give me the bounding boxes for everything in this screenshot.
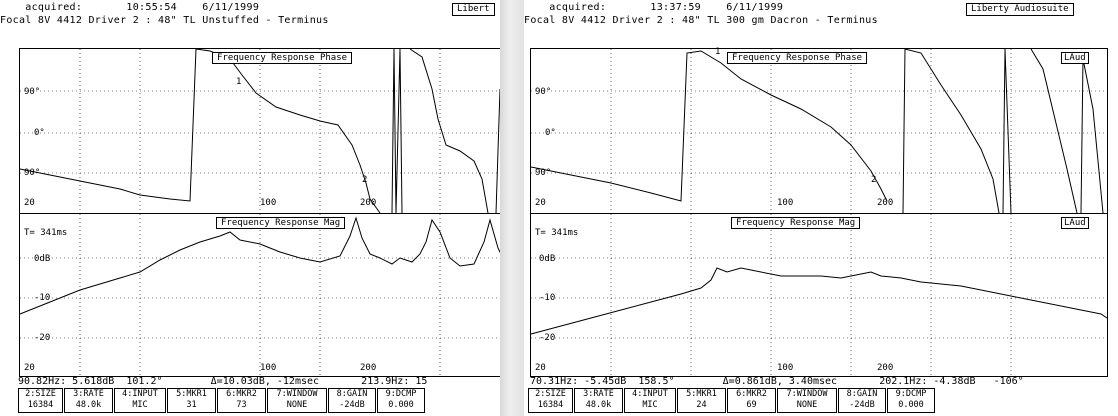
phase-plot[interactable]: Frequency Response Phase LAud 90° 0° 90°… bbox=[530, 47, 1108, 214]
phase-trace-4 bbox=[1030, 48, 1078, 214]
magnitude-plot-title: Frequency Response Mag bbox=[216, 217, 346, 229]
phase-trace bbox=[19, 48, 381, 214]
acquired-line: acquired: 10:55:54 6/11/1999 bbox=[0, 2, 260, 13]
phase-ylabel-90: 90° bbox=[24, 87, 41, 97]
marker-1[interactable]: 1 bbox=[715, 47, 721, 57]
size-button[interactable]: 2:SIZE 16384 bbox=[18, 388, 63, 413]
phase-trace-3 bbox=[1002, 48, 1012, 214]
mag-ylabel-neg10: -10 bbox=[539, 293, 556, 303]
acquired-line: acquired: 13:37:59 6/11/1999 bbox=[524, 2, 784, 13]
phase-ylabel-90: 90° bbox=[535, 87, 552, 97]
phase-plot-graphics bbox=[530, 48, 1107, 214]
magnitude-plot[interactable]: Frequency Response Mag T= 341ms 0dB -10 … bbox=[19, 213, 500, 377]
gain-button[interactable]: 8:GAIN -24dB bbox=[838, 388, 886, 413]
phase-ylabel-0: 0° bbox=[545, 128, 556, 138]
marker2-button[interactable]: 6:MKR2 73 bbox=[217, 388, 266, 413]
marker-2[interactable]: 2 bbox=[362, 175, 368, 185]
function-key-toolbar: 2:SIZE 16384 3:RATE 48.0k 4:INPUT MIC 5:MKR… bbox=[528, 388, 935, 413]
dcmp-button[interactable]: 9:DCMP 0.000 bbox=[377, 388, 425, 413]
magnitude-plot-graphics bbox=[530, 214, 1108, 376]
function-key-toolbar: 2:SIZE 16384 3:RATE 48.0k 4:INPUT MIC 5:MKR… bbox=[18, 388, 425, 413]
marker-1[interactable]: 1 bbox=[236, 77, 242, 87]
phase-trace bbox=[530, 50, 888, 202]
mag-xlabel-200: 200 bbox=[360, 363, 377, 373]
cursor-readout: 70.31Hz: -5.45dB 158.5° Δ=0.861dB, 3.40m… bbox=[530, 376, 1024, 387]
laud-indicator: LAud bbox=[1061, 52, 1089, 64]
phase-trace-2 bbox=[902, 48, 1000, 214]
phase-plot-title: Frequency Response Phase bbox=[727, 52, 868, 64]
phase-plot-title: Frequency Response Phase bbox=[212, 52, 353, 64]
magnitude-plot-graphics bbox=[19, 214, 500, 376]
measurement-title: Focal 8V 4412 Driver 2 : 48" TL Unstuffe… bbox=[0, 15, 329, 26]
phase-trace-5 bbox=[1080, 58, 1104, 214]
time-window-label: T= 341ms bbox=[24, 228, 68, 238]
rate-button[interactable]: 3:RATE 48.0k bbox=[574, 388, 623, 413]
marker2-button[interactable]: 6:MKR2 69 bbox=[727, 388, 776, 413]
magnitude-trace bbox=[530, 267, 1108, 335]
input-button[interactable]: 4:INPUT MIC bbox=[624, 388, 676, 413]
mag-ylabel-neg10: -10 bbox=[34, 293, 51, 303]
marker1-button[interactable]: 5:MKR1 24 bbox=[677, 388, 726, 413]
screenshot-divider bbox=[500, 0, 524, 416]
rate-button[interactable]: 3:RATE 48.0k bbox=[64, 388, 113, 413]
phase-xlabel-100: 100 bbox=[777, 198, 794, 208]
mag-ylabel-neg20: -20 bbox=[539, 333, 556, 343]
mag-xlabel-20: 20 bbox=[535, 363, 546, 373]
phase-ylabel-0: 0° bbox=[34, 128, 45, 138]
brand-label: Liberty Audiosuite bbox=[966, 3, 1074, 16]
phase-ylabel-neg90: 90° bbox=[24, 168, 41, 178]
mag-xlabel-20: 20 bbox=[24, 363, 35, 373]
phase-trace-4 bbox=[495, 88, 500, 214]
magnitude-trace bbox=[19, 216, 500, 315]
mag-xlabel-100: 100 bbox=[260, 363, 277, 373]
phase-ylabel-neg90: 90° bbox=[535, 168, 552, 178]
mag-ylabel-neg20: -20 bbox=[34, 333, 51, 343]
phase-xlabel-200: 200 bbox=[360, 198, 377, 208]
phase-plot[interactable]: Frequency Response Phase 90° 0° 90° 20 1… bbox=[19, 48, 500, 214]
phase-plot-graphics bbox=[19, 48, 500, 214]
magnitude-plot[interactable]: Frequency Response Mag LAud T= 341ms 0dB… bbox=[530, 213, 1108, 377]
cursor-readout: 90.82Hz: 5.618dB 101.2° Δ=10.03dB, -12ms… bbox=[18, 376, 428, 387]
window-button[interactable]: 7:WINDOW NONE bbox=[777, 388, 837, 413]
phase-xlabel-20: 20 bbox=[535, 198, 546, 208]
magnitude-plot-title: Frequency Response Mag bbox=[731, 217, 861, 229]
laud-indicator: LAud bbox=[1061, 217, 1089, 229]
input-button[interactable]: 4:INPUT MIC bbox=[114, 388, 166, 413]
size-button[interactable]: 2:SIZE 16384 bbox=[528, 388, 573, 413]
marker1-button[interactable]: 5:MKR1 31 bbox=[167, 388, 216, 413]
window-button[interactable]: 7:WINDOW NONE bbox=[267, 388, 327, 413]
brand-label: Libert bbox=[452, 3, 495, 16]
right-measurement-window: acquired: 13:37:59 6/11/1999 Focal 8V 44… bbox=[524, 0, 1118, 416]
phase-xlabel-200: 200 bbox=[877, 198, 894, 208]
mag-xlabel-200: 200 bbox=[877, 363, 894, 373]
phase-trace-3 bbox=[409, 48, 489, 214]
mag-ylabel-0db: 0dB bbox=[34, 254, 51, 264]
measurement-title: Focal 8V 4412 Driver 2 : 48" TL 300 gm D… bbox=[524, 15, 878, 26]
dcmp-button[interactable]: 9:DCMP 0.000 bbox=[887, 388, 935, 413]
marker-2[interactable]: 2 bbox=[871, 175, 877, 185]
phase-trace-2 bbox=[391, 48, 403, 214]
gain-button[interactable]: 8:GAIN -24dB bbox=[328, 388, 376, 413]
phase-xlabel-100: 100 bbox=[260, 198, 277, 208]
mag-ylabel-0db: 0dB bbox=[539, 254, 556, 264]
phase-xlabel-20: 20 bbox=[24, 198, 35, 208]
mag-xlabel-100: 100 bbox=[777, 363, 794, 373]
left-measurement-window: acquired: 10:55:54 6/11/1999 Focal 8V 44… bbox=[0, 0, 500, 416]
time-window-label: T= 341ms bbox=[535, 228, 579, 238]
